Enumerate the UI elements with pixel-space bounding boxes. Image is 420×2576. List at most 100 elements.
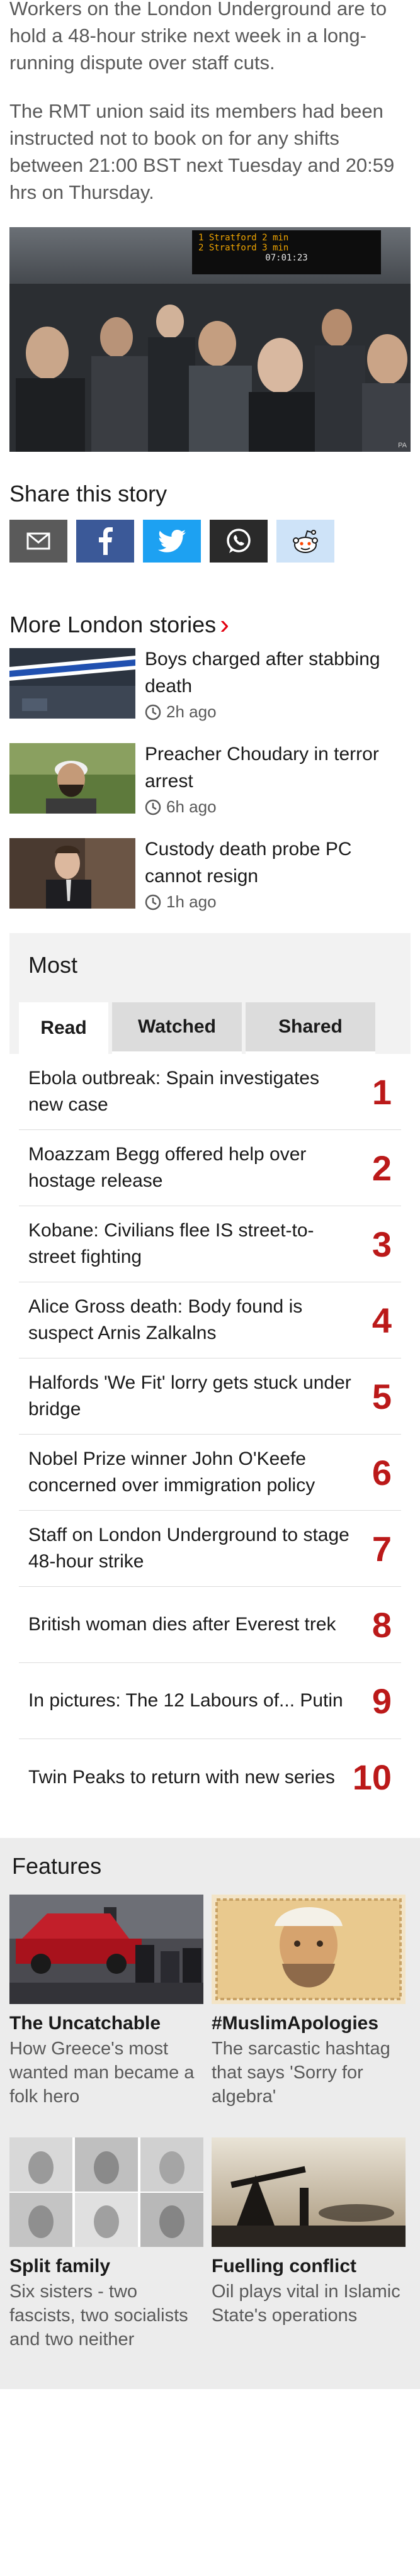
feature-image-oil-pump [212, 2137, 406, 2247]
features-section: Features [0, 1838, 420, 2389]
police-tape-image [9, 648, 135, 719]
article-paragraph: The RMT union said its members had been … [9, 100, 395, 203]
more-stories-heading[interactable]: More London stories › [9, 609, 411, 640]
story-timestamp: 6h ago [145, 797, 411, 817]
clock-icon [145, 799, 161, 815]
story-text: Preacher Choudary in terror arrest 6h ag… [145, 743, 411, 817]
most-read-item[interactable]: Alice Gross death: Body found is suspect… [19, 1282, 401, 1358]
feature-title[interactable]: Fuelling conflict [212, 2256, 356, 2276]
most-read-headline[interactable]: Ebola outbreak: Spain investigates new c… [28, 1068, 319, 1115]
share-reddit-button[interactable] [276, 520, 334, 563]
share-email-button[interactable] [9, 520, 67, 563]
share-section: Share this story [0, 481, 420, 563]
most-read-headline[interactable]: Alice Gross death: Body found is suspect… [28, 1296, 303, 1343]
story-thumbnail-man-portrait [9, 743, 135, 814]
story-time: 2h ago [166, 702, 217, 721]
most-read-item[interactable]: Twin Peaks to return with new series 10 [19, 1739, 401, 1815]
story-timestamp: 2h ago [145, 702, 411, 722]
facebook-icon [99, 527, 113, 555]
most-read-rank: 10 [352, 1757, 392, 1797]
share-whatsapp-button[interactable] [210, 520, 268, 563]
story-headline[interactable]: Boys charged after stabbing death [145, 649, 380, 697]
most-read-headline[interactable]: Moazzam Begg offered help over hostage r… [28, 1144, 307, 1191]
most-read-rank: 2 [372, 1148, 392, 1188]
most-read-headline[interactable]: British woman dies after Everest trek [28, 1614, 336, 1635]
most-read-item[interactable]: Halfords 'We Fit' lorry gets stuck under… [19, 1358, 401, 1435]
story-headline[interactable]: Preacher Choudary in terror arrest [145, 744, 379, 792]
story-text: Boys charged after stabbing death 2h ago [145, 648, 411, 722]
most-read-headline[interactable]: In pictures: The 12 Labours of... Putin [28, 1690, 343, 1711]
story-text: Custody death probe PC cannot resign 1h … [145, 838, 411, 912]
most-read-rank: 6 [372, 1452, 392, 1492]
most-read-rank: 7 [372, 1528, 392, 1569]
feature-card[interactable]: Fuelling conflict Oil plays vital in Isl… [212, 2137, 406, 2351]
most-read-rank: 3 [372, 1224, 392, 1264]
car-protest-image [9, 1895, 203, 2004]
most-read-headline[interactable]: Staff on London Underground to stage 48-… [28, 1525, 349, 1572]
story-item[interactable]: Preacher Choudary in terror arrest 6h ag… [9, 743, 411, 817]
feature-card[interactable]: #MuslimApologies The sarcastic hashtag t… [212, 1895, 406, 2108]
share-facebook-button[interactable] [76, 520, 134, 563]
most-read-headline[interactable]: Halfords 'We Fit' lorry gets stuck under… [28, 1372, 351, 1420]
most-read-item[interactable]: Nobel Prize winner John O'Keefe concerne… [19, 1435, 401, 1511]
feature-description: Oil plays vital in Islamic State's opera… [212, 2282, 400, 2326]
article-paragraph: Workers on the London Underground are to… [9, 0, 387, 74]
stamp-portrait-image [212, 1895, 406, 2004]
story-timestamp: 1h ago [145, 892, 411, 912]
story-headline[interactable]: Custody death probe PC cannot resign [145, 839, 352, 887]
more-stories-title[interactable]: More London stories [9, 612, 217, 637]
tab-read[interactable]: Read [19, 1002, 108, 1054]
most-read-item[interactable]: British woman dies after Everest trek 8 [19, 1587, 401, 1663]
article-image: 1 Stratford 2 min 2 Stratford 3 min 07:0… [9, 227, 411, 452]
feature-title[interactable]: The Uncatchable [9, 2013, 161, 2034]
features-title: Features [12, 1853, 102, 1879]
board-line: 1 Stratford 2 min [198, 233, 289, 243]
story-item[interactable]: Custody death probe PC cannot resign 1h … [9, 838, 411, 912]
feature-description: Six sisters - two fascists, two socialis… [9, 2282, 188, 2349]
feature-title[interactable]: Split family [9, 2256, 111, 2276]
man-suit-image [9, 838, 135, 909]
story-item[interactable]: Boys charged after stabbing death 2h ago [9, 648, 411, 722]
sisters-portraits-image [9, 2137, 203, 2247]
most-title: Most [28, 952, 78, 978]
feature-card[interactable]: The Uncatchable How Greece's most wanted… [9, 1895, 203, 2108]
feature-card[interactable]: Split family Six sisters - two fascists,… [9, 2137, 203, 2351]
most-read-item[interactable]: Kobane: Civilians flee IS street-to-stre… [19, 1206, 401, 1282]
most-popular-panel: Most Read Watched Shared Ebola outbreak:… [9, 933, 411, 1815]
email-icon [26, 532, 50, 550]
story-time: 6h ago [166, 797, 217, 816]
feature-description: How Greece's most wanted man became a fo… [9, 2039, 195, 2107]
crowd-illustration [9, 284, 411, 452]
tab-watched[interactable]: Watched [112, 1002, 242, 1054]
most-read-item[interactable]: In pictures: The 12 Labours of... Putin … [19, 1663, 401, 1739]
board-line: 2 Stratford 3 min [198, 243, 289, 253]
clock-icon [145, 704, 161, 720]
chevron-right-icon: › [220, 609, 229, 640]
most-read-rank: 9 [372, 1681, 392, 1721]
share-twitter-button[interactable] [143, 520, 201, 563]
most-tabs: Read Watched Shared [9, 1002, 411, 1054]
more-stories-section: More London stories › Boys charged after… [0, 609, 420, 912]
most-read-item[interactable]: Moazzam Begg offered help over hostage r… [19, 1130, 401, 1206]
most-read-item[interactable]: Ebola outbreak: Spain investigates new c… [19, 1054, 401, 1130]
most-read-list: Ebola outbreak: Spain investigates new c… [9, 1054, 411, 1815]
article-body: Workers on the London Underground are to… [0, 0, 420, 206]
most-read-headline[interactable]: Twin Peaks to return with new series [28, 1766, 335, 1788]
feature-description: The sarcastic hashtag that says 'Sorry f… [212, 2039, 390, 2107]
most-read-item[interactable]: Staff on London Underground to stage 48-… [19, 1511, 401, 1587]
share-title: Share this story [9, 481, 167, 507]
board-clock: 07:01:23 [265, 253, 308, 263]
departure-board: 1 Stratford 2 min 2 Stratford 3 min 07:0… [192, 230, 381, 274]
most-read-rank: 8 [372, 1604, 392, 1645]
most-read-headline[interactable]: Nobel Prize winner John O'Keefe concerne… [28, 1448, 315, 1496]
article-page: Workers on the London Underground are to… [0, 0, 420, 2389]
reddit-icon [293, 530, 318, 553]
tab-shared[interactable]: Shared [246, 1002, 375, 1054]
share-buttons [9, 520, 411, 563]
most-read-headline[interactable]: Kobane: Civilians flee IS street-to-stre… [28, 1220, 314, 1267]
feature-title[interactable]: #MuslimApologies [212, 2013, 379, 2034]
feature-image-car-protest [9, 1895, 203, 2004]
twitter-icon [158, 530, 186, 552]
story-time: 1h ago [166, 892, 217, 911]
most-read-rank: 5 [372, 1376, 392, 1416]
